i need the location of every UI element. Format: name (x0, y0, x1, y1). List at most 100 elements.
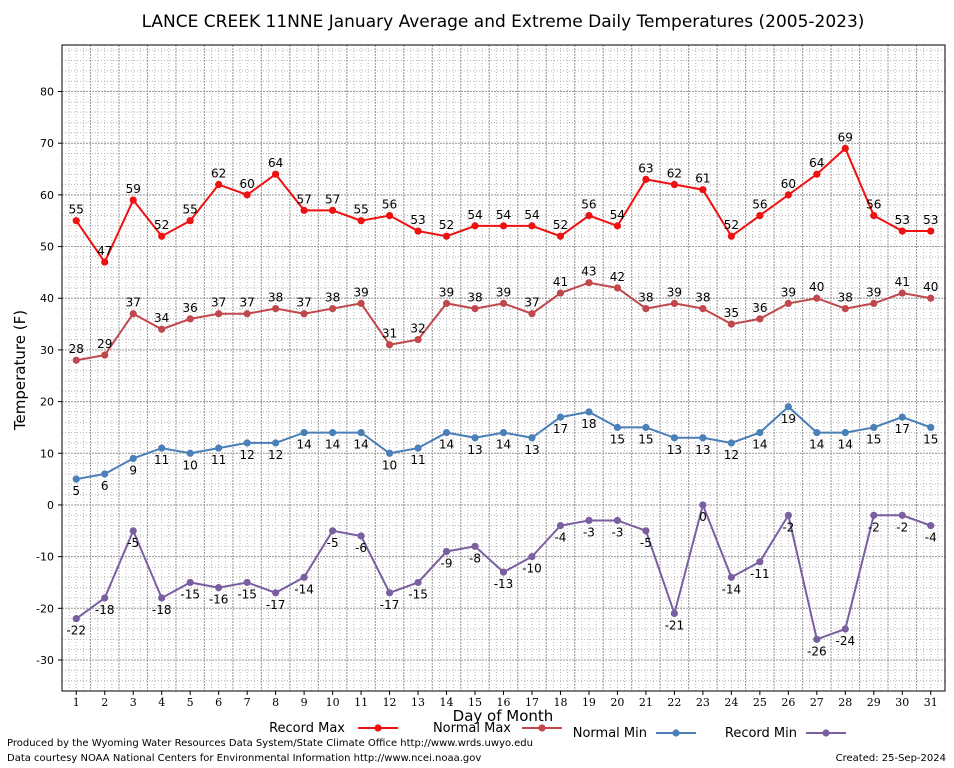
data-point (72, 217, 80, 225)
data-point (129, 527, 137, 535)
data-label: 56 (581, 198, 596, 212)
data-label: 43 (581, 265, 596, 279)
x-tick-label: 29 (867, 696, 881, 709)
data-label: -15 (237, 587, 257, 601)
data-label: 17 (553, 422, 568, 436)
data-point (186, 315, 194, 323)
data-label: -10 (522, 562, 542, 576)
x-tick-label: 10 (326, 696, 340, 709)
data-label: 14 (496, 438, 511, 452)
data-point (272, 170, 280, 178)
data-label: 64 (268, 156, 283, 170)
data-label: -5 (327, 536, 339, 550)
data-point (243, 439, 251, 447)
y-tick-label: 60 (40, 189, 54, 202)
x-tick-label: 21 (639, 696, 653, 709)
data-point (300, 206, 308, 214)
data-label: 39 (866, 285, 881, 299)
data-label: -11 (750, 567, 770, 581)
data-label: 13 (667, 443, 682, 457)
data-label: 39 (353, 285, 368, 299)
x-tick-label: 8 (272, 696, 279, 709)
legend-label: Record Max (269, 721, 345, 736)
created-date: Created: 25-Sep-2024 (835, 753, 946, 764)
data-point (585, 211, 593, 220)
data-point (499, 222, 508, 230)
data-point (129, 310, 137, 318)
data-point (870, 211, 878, 220)
legend-label: Normal Min (573, 726, 647, 741)
data-label: 41 (895, 275, 910, 289)
data-label: -26 (807, 644, 827, 658)
data-point (784, 511, 792, 519)
data-point (585, 516, 593, 525)
data-point (385, 341, 394, 349)
data-label: 15 (638, 432, 653, 446)
data-label: -21 (665, 618, 685, 632)
data-point (272, 304, 280, 313)
data-point (613, 222, 622, 230)
data-label: -24 (836, 634, 856, 648)
data-point (300, 573, 308, 581)
data-label: 17 (895, 422, 910, 436)
x-tick-label: 15 (468, 696, 482, 709)
data-label: -3 (611, 525, 623, 539)
data-point (670, 299, 679, 307)
data-point (158, 594, 166, 602)
data-point (471, 542, 479, 550)
data-point (927, 227, 935, 235)
x-tick-label: 14 (440, 696, 454, 709)
data-label: 54 (467, 208, 482, 222)
x-tick-label: 30 (895, 696, 909, 709)
data-point (613, 516, 622, 525)
series-normal-max: 28 29 37 34 36 37 37 38 37 38 39 31 32 39 38 39 37 41 43 42… (69, 265, 938, 364)
series-normal-min: 5 6 9 11 10 11 12 12 14 14 14 10 11 14 13 14 13 17 18 15 15 1… (72, 403, 938, 498)
data-label: 37 (211, 296, 226, 310)
data-label: 56 (382, 198, 397, 212)
x-tick-label: 22 (667, 696, 681, 709)
data-label: 28 (69, 342, 84, 356)
data-label: 18 (581, 417, 596, 431)
data-label: 55 (353, 203, 368, 217)
data-point (101, 351, 109, 359)
data-point (72, 475, 80, 483)
data-point (215, 444, 223, 452)
x-tick-label: 7 (244, 696, 251, 709)
data-point (727, 573, 735, 581)
data-label: 63 (638, 161, 653, 175)
y-tick-label: 10 (40, 447, 54, 460)
data-point (243, 191, 251, 199)
data-point (385, 211, 394, 220)
legend-label: Record Min (725, 726, 797, 741)
x-tick-label: 18 (553, 696, 567, 709)
data-point (556, 522, 565, 530)
data-label: 11 (211, 453, 226, 467)
legend-label: Normal Max (433, 721, 511, 736)
data-point (756, 558, 764, 566)
data-point (613, 284, 622, 292)
data-point (243, 310, 251, 318)
series-record-max: 55 47 59 52 55 62 60 64 57 57 55 56 53 52 54 54 54 52 56 54… (69, 130, 938, 266)
data-point (699, 304, 707, 313)
legend-marker (672, 729, 680, 737)
data-label: 60 (240, 177, 255, 191)
data-point (414, 444, 422, 452)
data-label: 39 (439, 285, 454, 299)
x-tick-label: 16 (497, 696, 511, 709)
y-tick-label: -10 (36, 551, 54, 564)
data-label: 36 (752, 301, 767, 315)
y-tick-label: 20 (40, 396, 54, 409)
data-point (471, 434, 479, 442)
data-label: 61 (695, 172, 710, 186)
data-label: 38 (638, 291, 653, 305)
data-point (699, 434, 707, 442)
data-label: 39 (667, 285, 682, 299)
data-point (528, 553, 536, 561)
data-label: 13 (524, 443, 539, 457)
data-label: 62 (211, 167, 226, 181)
data-point (101, 258, 109, 266)
y-tick-label: 70 (40, 137, 54, 150)
data-point (243, 578, 251, 587)
data-label: 29 (97, 337, 112, 351)
